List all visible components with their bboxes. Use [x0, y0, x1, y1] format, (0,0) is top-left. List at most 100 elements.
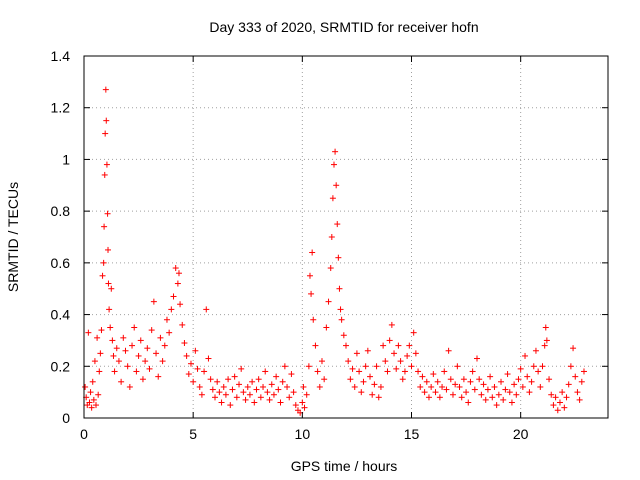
data-point	[356, 368, 363, 375]
data-point	[391, 350, 398, 357]
y-axis-label: SRMTID / TECUs	[5, 182, 21, 292]
data-point	[172, 265, 179, 272]
data-point	[484, 386, 491, 393]
data-point	[126, 383, 133, 390]
data-point	[504, 371, 511, 378]
data-point	[177, 301, 184, 308]
data-point	[542, 324, 549, 331]
data-point	[353, 350, 360, 357]
data-point	[246, 391, 253, 398]
data-point	[174, 280, 181, 287]
data-point	[214, 378, 221, 385]
data-point	[480, 381, 487, 388]
data-point	[229, 386, 236, 393]
data-point	[194, 365, 201, 372]
data-point	[268, 381, 275, 388]
data-point	[106, 306, 113, 313]
data-point	[102, 130, 109, 137]
data-point	[541, 342, 548, 349]
data-point	[101, 171, 108, 178]
data-point	[163, 316, 170, 323]
data-point	[489, 394, 496, 401]
data-point	[493, 402, 500, 409]
y-tick-label: 1.4	[51, 48, 71, 64]
data-point	[310, 316, 317, 323]
x-tick-label: 10	[295, 426, 311, 442]
data-point	[139, 376, 146, 383]
data-point	[441, 368, 448, 375]
data-point	[94, 334, 101, 341]
data-point	[556, 399, 563, 406]
data-point	[303, 391, 310, 398]
data-point	[487, 373, 494, 380]
data-point	[498, 378, 505, 385]
data-point	[179, 321, 186, 328]
data-point	[201, 368, 208, 375]
data-point	[207, 376, 214, 383]
data-point	[447, 376, 454, 383]
data-point	[257, 394, 264, 401]
data-point	[146, 365, 153, 372]
data-point	[382, 358, 389, 365]
data-point	[474, 355, 480, 362]
data-point	[443, 386, 450, 393]
data-point	[216, 389, 223, 396]
data-point	[535, 368, 542, 375]
data-point	[360, 378, 367, 385]
data-point	[506, 389, 513, 396]
data-point	[98, 327, 105, 334]
data-point	[107, 324, 114, 331]
data-point	[212, 394, 218, 401]
data-point	[476, 376, 483, 383]
data-point	[129, 342, 136, 349]
data-point	[87, 389, 94, 396]
data-point	[482, 396, 489, 403]
data-point	[460, 376, 467, 383]
data-point	[292, 402, 299, 409]
data-point	[393, 365, 400, 372]
data-point	[110, 352, 117, 359]
data-point	[552, 394, 559, 401]
data-point	[103, 161, 110, 168]
data-point	[543, 337, 550, 344]
data-point	[316, 383, 323, 390]
data-point	[578, 378, 585, 385]
data-point	[580, 368, 587, 375]
data-point	[321, 376, 328, 383]
data-point	[99, 272, 106, 279]
data-point	[364, 347, 371, 354]
y-axis-ticks: 0 0.2 0.4 0.6 0.8 1 1.2 1.4	[51, 48, 608, 426]
data-point	[95, 391, 102, 398]
data-point	[401, 368, 408, 375]
data-point	[345, 358, 352, 365]
data-point	[91, 358, 98, 365]
data-point	[270, 391, 277, 398]
data-point	[105, 246, 112, 253]
data-point	[340, 332, 347, 339]
data-point	[115, 358, 122, 365]
data-point	[334, 221, 341, 228]
data-point	[244, 383, 251, 390]
data-point	[434, 378, 441, 385]
data-point	[148, 327, 155, 334]
data-point	[187, 360, 194, 367]
data-point	[454, 363, 461, 370]
x-tick-label: 5	[189, 426, 197, 442]
data-point	[314, 368, 321, 375]
data-point	[561, 404, 568, 411]
data-point	[290, 389, 297, 396]
data-point	[150, 298, 157, 305]
data-point	[332, 148, 339, 155]
data-point	[395, 342, 402, 349]
data-point	[96, 368, 103, 375]
data-point	[196, 383, 203, 390]
data-point	[249, 378, 256, 385]
data-point	[537, 383, 544, 390]
data-point	[255, 376, 262, 383]
data-point	[318, 358, 325, 365]
data-point	[305, 363, 312, 370]
data-point	[260, 383, 267, 390]
data-point	[565, 381, 572, 388]
data-point	[323, 324, 330, 331]
data-point	[554, 407, 561, 414]
